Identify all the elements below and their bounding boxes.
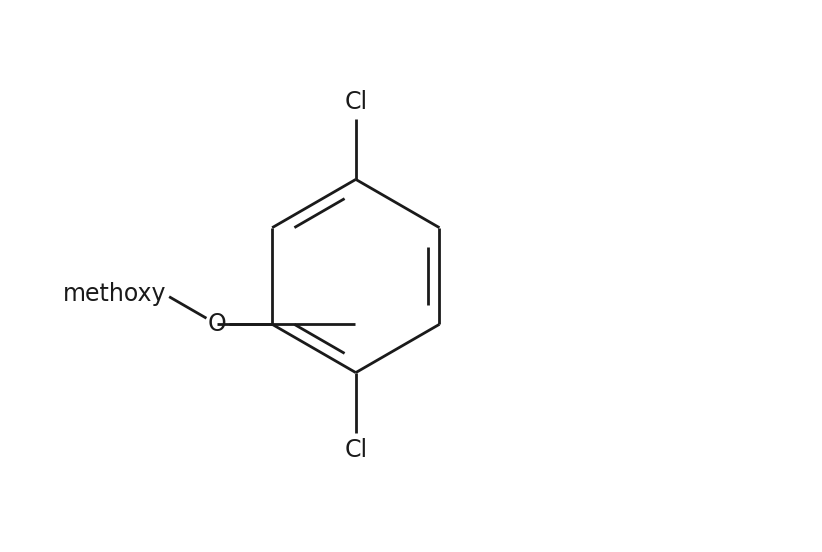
Text: Cl: Cl	[344, 438, 367, 461]
Text: O: O	[208, 312, 226, 336]
Text: methoxy: methoxy	[62, 282, 166, 306]
Text: Cl: Cl	[344, 91, 367, 114]
